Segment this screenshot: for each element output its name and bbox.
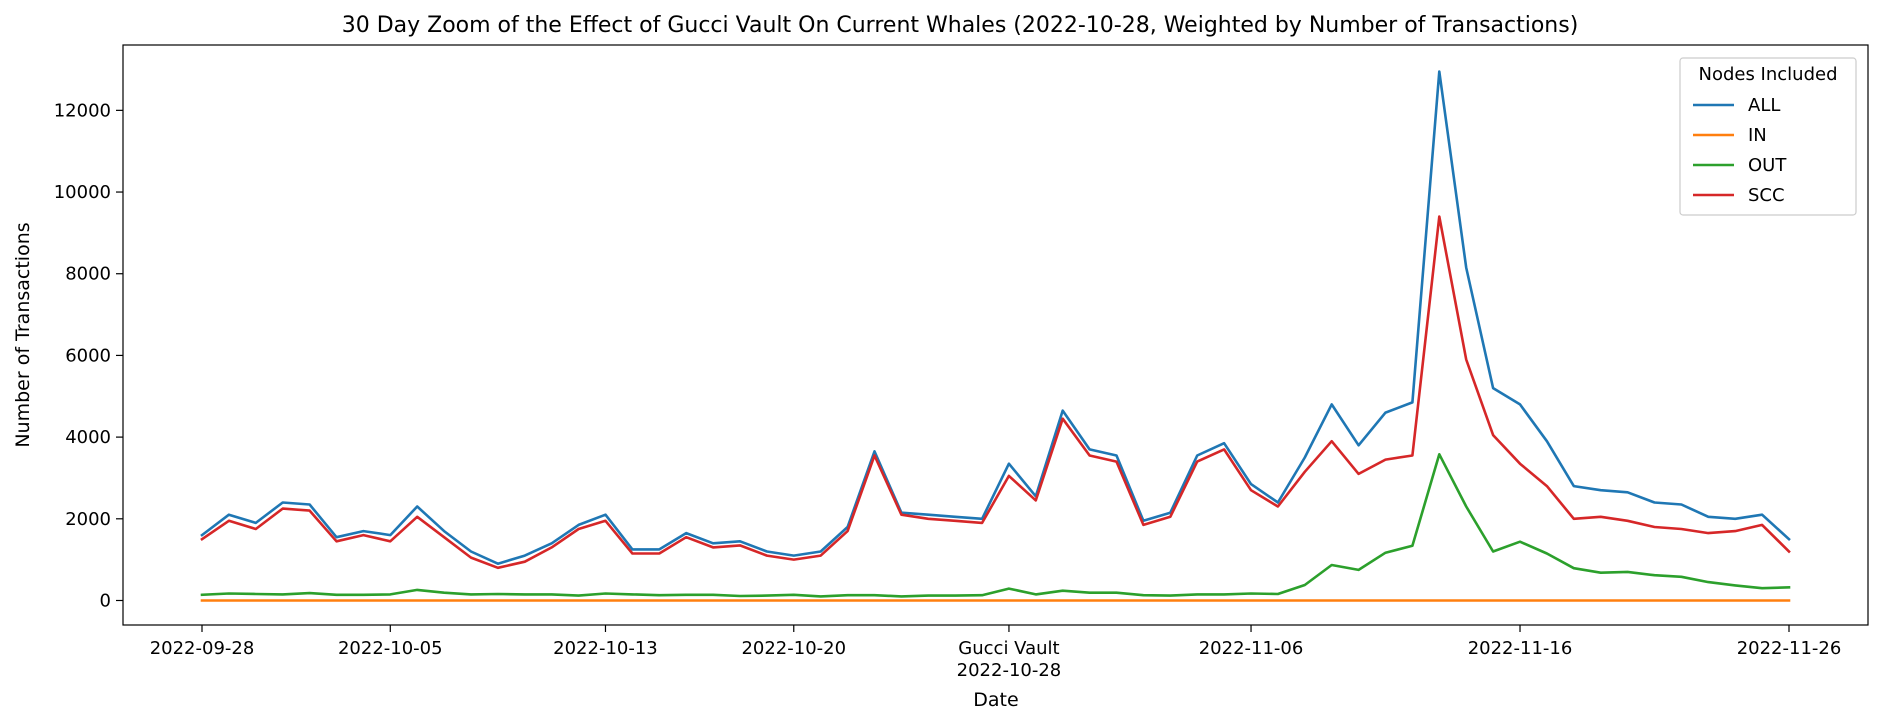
x-tick-label: 2022-10-13 <box>553 638 658 659</box>
chart-title: 30 Day Zoom of the Effect of Gucci Vault… <box>342 13 1579 38</box>
x-tick-label: 2022-11-26 <box>1737 638 1842 659</box>
legend-label-scc: SCC <box>1748 185 1785 206</box>
y-tick-label: 6000 <box>65 345 111 366</box>
series-line-out <box>200 452 1791 598</box>
y-axis-label: Number of Transactions <box>12 222 34 447</box>
x-tick-label: 2022-10-05 <box>338 638 443 659</box>
legend-label-out: OUT <box>1748 155 1787 176</box>
legend-title: Nodes Included <box>1698 64 1837 85</box>
x-tick-label: 2022-10-28 <box>957 660 1062 681</box>
plot-area-frame <box>122 44 1869 626</box>
series-line-all <box>200 70 1791 566</box>
y-tick-label: 10000 <box>54 182 111 203</box>
legend-items: ALL IN OUT SCC <box>1693 95 1787 206</box>
x-tick-label: 2022-11-16 <box>1468 638 1573 659</box>
x-axis: 2022-09-28 2022-10-05 2022-10-13 2022-10-20… <box>150 625 1842 681</box>
y-tick-label: 8000 <box>65 264 111 285</box>
legend-label-in: IN <box>1748 125 1767 146</box>
x-axis-label: Date <box>973 689 1018 711</box>
series-layer <box>200 70 1791 602</box>
legend-label-all: ALL <box>1748 95 1780 116</box>
x-tick-label: Gucci Vault <box>958 638 1059 659</box>
x-tick-label: 2022-11-06 <box>1199 638 1304 659</box>
legend: Nodes Included ALL IN OUT SCC <box>1679 57 1857 216</box>
y-tick-label: 12000 <box>54 100 111 121</box>
y-tick-label: 0 <box>100 590 111 611</box>
x-tick-label: 2022-10-20 <box>741 638 846 659</box>
y-axis: 0 2000 4000 6000 8000 10000 12000 <box>54 100 123 611</box>
legend-box <box>1679 57 1857 216</box>
y-tick-label: 2000 <box>65 509 111 530</box>
y-tick-label: 4000 <box>65 427 111 448</box>
series-line-scc <box>200 215 1791 570</box>
x-tick-label: 2022-09-28 <box>150 638 255 659</box>
